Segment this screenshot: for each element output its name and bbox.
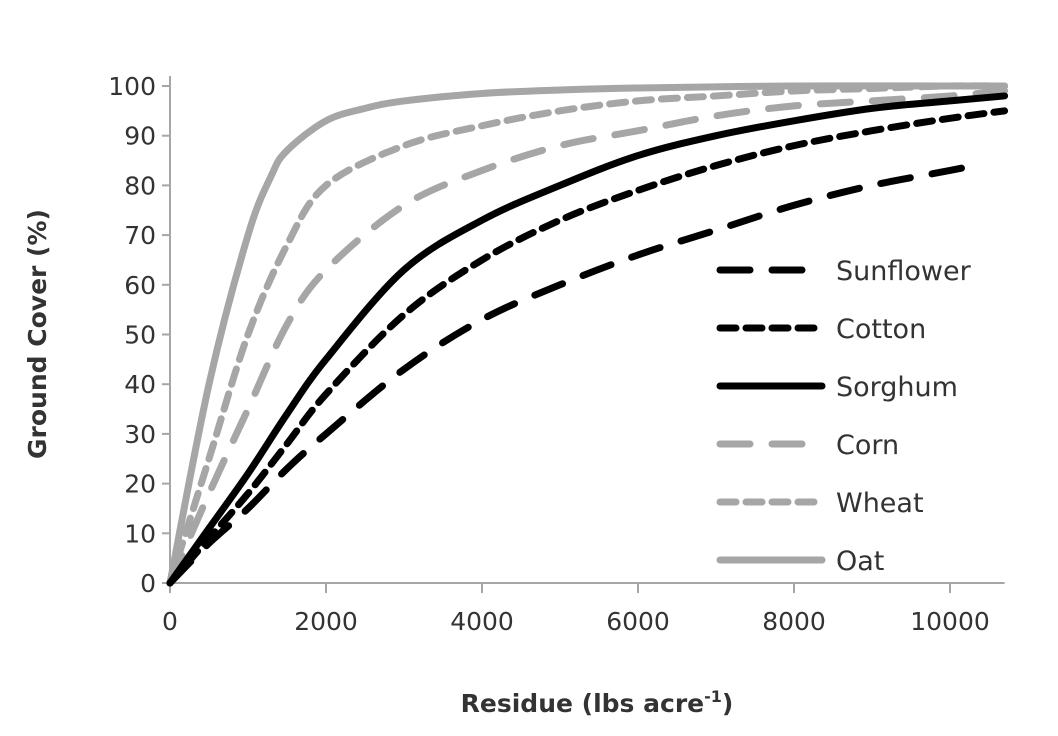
y-tick-label: 70 <box>124 221 156 250</box>
x-tick-label: 0 <box>162 607 178 636</box>
legend: Sunflower Cotton Sorghum Corn Wheat Oat <box>716 256 972 577</box>
series-lines <box>166 82 1009 587</box>
y-tick-label: 40 <box>124 370 156 399</box>
series-line-corn <box>166 87 1009 587</box>
axes: 0 2000 4000 6000 8000 10000 0 10 20 30 40 50 60 70 80 9… <box>108 72 1005 636</box>
y-tick-label: 90 <box>124 122 156 151</box>
legend-label-cotton: Cotton <box>836 314 926 345</box>
legend-label-oat: Oat <box>836 546 884 577</box>
legend-label-corn: Corn <box>836 430 899 461</box>
y-axis-label: Ground Cover (%) <box>23 209 52 459</box>
y-tick-label: 10 <box>124 519 156 548</box>
y-tick-label: 30 <box>124 420 156 449</box>
series-line-oat <box>166 82 1009 587</box>
x-tick-label: 10000 <box>910 607 990 636</box>
x-tick-label: 6000 <box>606 607 670 636</box>
x-axis-label: Residue (lbs acre-1) <box>461 687 734 718</box>
x-tick-label: 8000 <box>762 607 826 636</box>
y-tick-label: 100 <box>108 72 156 101</box>
series-line-sorghum <box>166 92 1009 587</box>
legend-label-sorghum: Sorghum <box>836 372 958 403</box>
y-tick-label: 50 <box>124 321 156 350</box>
x-tick-label: 2000 <box>294 607 358 636</box>
y-tick-label: 80 <box>124 171 156 200</box>
y-tick-label: 20 <box>124 470 156 499</box>
x-tick-label: 4000 <box>450 607 514 636</box>
y-tick-label: 60 <box>124 271 156 300</box>
series-line-cotton <box>166 107 1009 587</box>
y-tick-label: 0 <box>140 569 156 598</box>
legend-label-sunflower: Sunflower <box>836 256 972 287</box>
series-line-sunflower <box>166 162 977 587</box>
series-line-wheat <box>166 82 1009 587</box>
legend-label-wheat: Wheat <box>836 488 924 519</box>
